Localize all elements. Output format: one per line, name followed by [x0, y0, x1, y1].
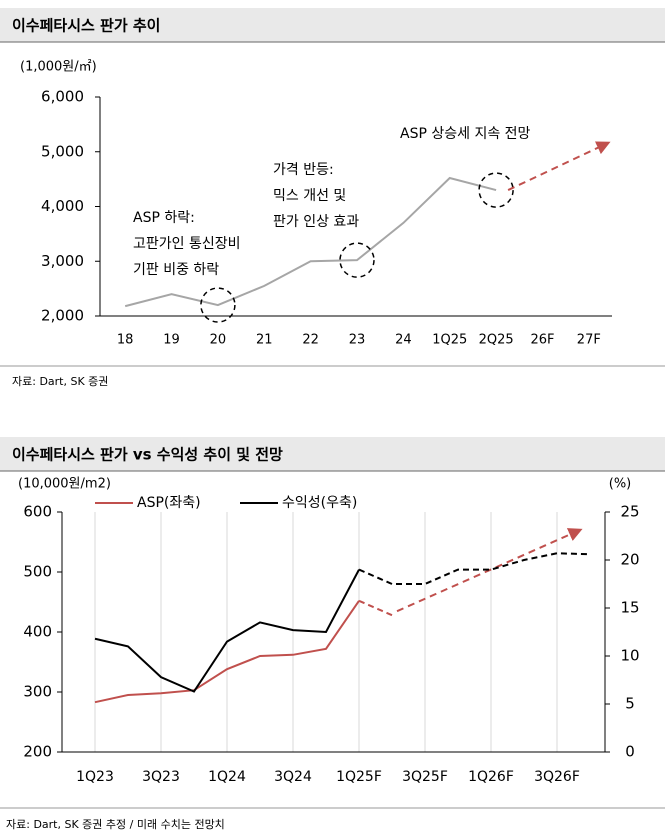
y2-unit-label: (%) — [609, 477, 632, 492]
x-tick-label: 1Q24 — [208, 769, 246, 785]
y-tick-label: 400 — [23, 623, 52, 641]
unit-label: (10,000원/m2) — [18, 477, 111, 492]
highlight-circle — [478, 172, 514, 208]
y-tick-label: 4,000 — [41, 197, 84, 215]
legend-label: 수익성(우축) — [282, 495, 357, 511]
annotation: 고판가인 통신장비 — [133, 236, 241, 252]
y2-tick-label: 20 — [620, 551, 639, 569]
annotation: ASP 하락: — [133, 210, 195, 226]
y2-tick-label: 5 — [625, 695, 635, 713]
annotation: 믹스 개선 및 — [273, 188, 346, 204]
x-tick-label: 19 — [163, 333, 180, 348]
line — [124, 176, 497, 308]
header-bar — [0, 437, 665, 471]
source: 자료: Dart, SK 증권 — [12, 375, 108, 388]
source: 자료: Dart, SK 증권 추정 / 미래 수치는 전망치 — [6, 818, 225, 831]
y2-tick-label: 25 — [620, 503, 639, 521]
forecast-label: ASP 상승세 지속 전망 — [400, 126, 531, 142]
x-tick-label: 26F — [530, 333, 554, 348]
x-tick-label: 3Q25F — [402, 769, 448, 785]
series-forecast-line — [358, 599, 393, 617]
annotation: 가격 반등: — [273, 162, 334, 178]
y2-tick-label: 10 — [620, 647, 639, 665]
forecast-arrow — [507, 141, 611, 191]
y-tick-label: 200 — [23, 743, 52, 761]
highlight-circle — [339, 242, 375, 278]
x-tick-label: 20 — [210, 333, 227, 348]
y-tick-label: 2,000 — [41, 307, 84, 325]
series-line — [94, 569, 360, 693]
chart-title: 이수페타시스 판가 vs 수익성 추이 및 전망 — [12, 446, 283, 464]
y-tick-label: 3,000 — [41, 252, 84, 270]
y2-tick-label: 0 — [625, 743, 635, 761]
y-tick-label: 5,000 — [41, 142, 84, 160]
annotation: 기판 비중 하락 — [133, 262, 219, 278]
series-forecast-line — [358, 552, 591, 585]
x-tick-label: 1Q23 — [76, 769, 114, 785]
x-tick-label: 24 — [395, 333, 412, 348]
y-tick-label: 6,000 — [41, 88, 84, 106]
x-tick-label: 3Q23 — [142, 769, 180, 785]
highlight-circle — [200, 287, 236, 323]
x-tick-label: 3Q24 — [274, 769, 312, 785]
x-tick-label: 22 — [302, 333, 319, 348]
chart-title: 이수페타시스 판가 추이 — [12, 17, 160, 35]
x-tick-label: 27F — [577, 333, 601, 348]
header-bar — [0, 8, 665, 42]
x-tick-label: 1Q25 — [432, 333, 467, 348]
y2-tick-label: 15 — [620, 599, 639, 617]
unit-label: (1,000원/㎡) — [20, 60, 97, 75]
legend-label: ASP(좌축) — [137, 495, 201, 511]
x-tick-label: 1Q25F — [336, 769, 382, 785]
y-tick-label: 300 — [23, 683, 52, 701]
x-tick-label: 1Q26F — [468, 769, 514, 785]
x-tick-label: 2Q25 — [479, 333, 514, 348]
x-tick-label: 3Q26F — [534, 769, 580, 785]
y-tick-label: 600 — [23, 503, 52, 521]
x-tick-label: 21 — [256, 333, 273, 348]
x-tick-label: 23 — [349, 333, 366, 348]
series-line — [94, 600, 360, 704]
x-tick-label: 18 — [117, 333, 134, 348]
y-tick-label: 500 — [23, 563, 52, 581]
annotation: 판가 인상 효과 — [273, 214, 359, 230]
